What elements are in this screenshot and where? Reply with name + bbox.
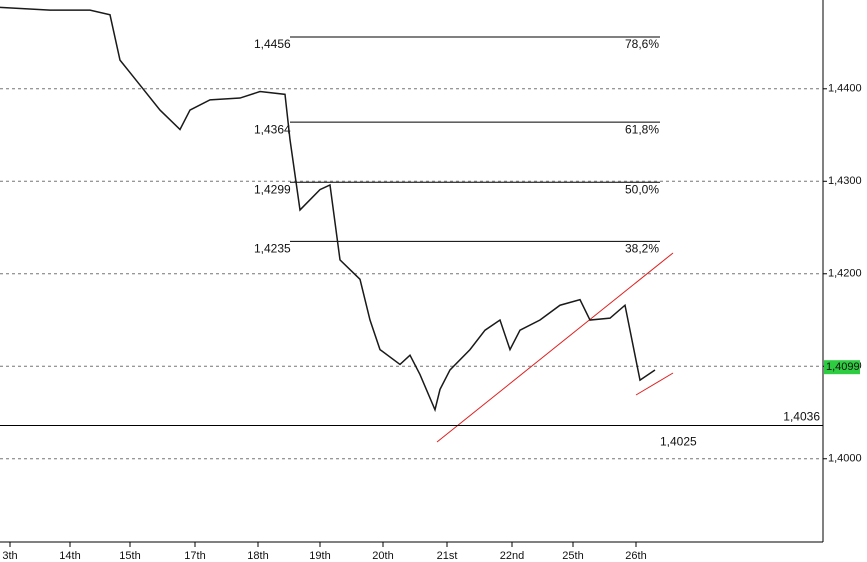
x-tick-label: 14th xyxy=(59,550,80,562)
fib-price: 1,4364 xyxy=(254,122,291,136)
fib-percent: 61,8% xyxy=(625,122,659,136)
annotation: 1,4025 xyxy=(660,435,697,449)
fib-percent: 38,2% xyxy=(625,242,659,256)
price-line xyxy=(0,6,656,413)
x-tick-label: 17th xyxy=(184,550,205,562)
support-label: 1,4036 xyxy=(783,410,820,424)
fib-percent: 50,0% xyxy=(625,182,659,196)
last-price-badge xyxy=(824,360,860,375)
trend-line xyxy=(436,252,674,443)
fib-percent: 78,6% xyxy=(625,37,659,51)
y-tick-label: 1,4300 xyxy=(828,175,862,187)
x-tick-label: 18th xyxy=(247,550,268,562)
x-tick-label: 25th xyxy=(562,550,583,562)
x-tick-label: 21st xyxy=(437,550,458,562)
fib-price: 1,4235 xyxy=(254,242,291,256)
x-tick-label: 19th xyxy=(309,550,330,562)
fib-price: 1,4456 xyxy=(254,37,291,51)
x-tick-label: 15th xyxy=(119,550,140,562)
y-tick-label: 1,4000 xyxy=(828,453,862,465)
fib-price: 1,4299 xyxy=(254,182,291,196)
x-tick-label: 26th xyxy=(625,550,646,562)
x-tick-label: 20th xyxy=(372,550,393,562)
y-tick-label: 1,4400 xyxy=(828,83,862,95)
y-tick-label: 1,4200 xyxy=(828,268,862,280)
last-price-label: 1,4099 xyxy=(826,361,860,373)
x-tick-label: 3th xyxy=(2,550,17,562)
trend-line xyxy=(635,372,674,396)
x-tick-label: 22nd xyxy=(500,550,524,562)
